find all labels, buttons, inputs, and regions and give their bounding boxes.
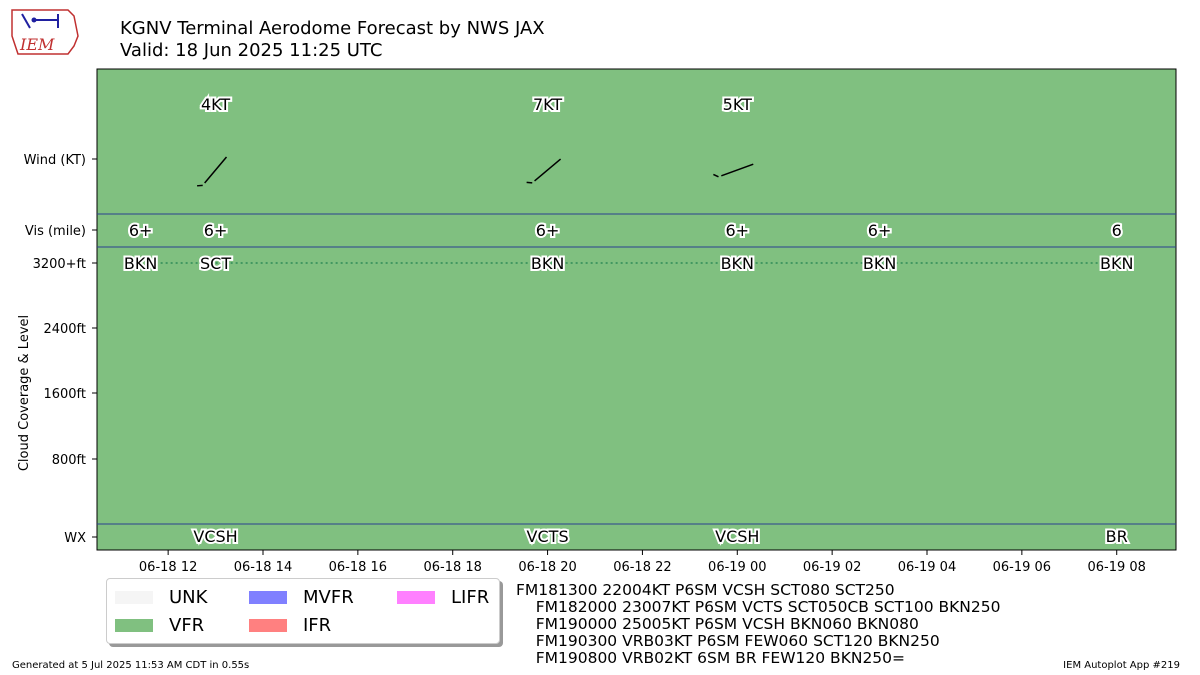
y-tick-label: 1600ft [43, 387, 86, 402]
plot-background [96, 68, 1177, 551]
taf-line: FM190000 25005KT P6SM VCSH BKN060 BKN080 [516, 615, 919, 633]
visibility-label: 6+ [536, 221, 560, 240]
legend-label: VFR [169, 615, 205, 636]
x-tick-label: 06-19 02 [803, 560, 861, 575]
legend-swatch [249, 591, 287, 604]
weather-label: VCTS [527, 527, 569, 546]
y-tick-label: 2400ft [43, 322, 86, 337]
x-tick-label: 06-18 18 [423, 560, 481, 575]
y-tick-label: Vis (mile) [25, 224, 86, 239]
legend-item-vfr: VFR [115, 615, 204, 636]
x-tick-label: 06-19 06 [993, 560, 1051, 575]
y-tick-label: Wind (KT) [24, 153, 86, 168]
x-tick-label: 06-19 08 [1087, 560, 1145, 575]
x-tick-label: 06-18 16 [329, 560, 387, 575]
taf-line: FM182000 23007KT P6SM VCTS SCT050CB SCT1… [516, 598, 1001, 616]
taf-line: FM190800 VRB02KT 6SM BR FEW120 BKN250= [516, 649, 906, 667]
visibility-label: 6+ [868, 221, 892, 240]
wind-speed-label: 7KT [533, 95, 562, 114]
legend-item-unk: UNK [115, 587, 207, 608]
legend-swatch [115, 591, 153, 604]
footer-generated: Generated at 5 Jul 2025 11:53 AM CDT in … [12, 660, 250, 671]
cloud-coverage-label: BKN [531, 254, 564, 273]
legend-item-lifr: LIFR [397, 587, 489, 608]
legend-swatch [249, 619, 287, 632]
wind-barb-shaft [721, 163, 754, 177]
wind-barb-shaft [204, 156, 228, 184]
wind-barb-flag [713, 173, 719, 178]
y-tick-label: 800ft [52, 453, 86, 468]
y-tick-label: WX [64, 531, 86, 546]
legend-label: MVFR [303, 587, 354, 608]
taf-line: FM190300 VRB03KT P6SM FEW060 SCT120 BKN2… [516, 632, 940, 650]
legend-item-mvfr: MVFR [249, 587, 354, 608]
legend-label: LIFR [451, 587, 490, 608]
wind-speed-label: 5KT [723, 95, 752, 114]
cloud-coverage-label: BKN [124, 254, 157, 273]
visibility-label: 6+ [204, 221, 228, 240]
taf-text: FM181300 22004KT P6SM VCSH SCT080 SCT250… [516, 582, 1000, 667]
taf-line: FM181300 22004KT P6SM VCSH SCT080 SCT250 [516, 581, 895, 599]
cloud-coverage-label: SCT [200, 254, 231, 273]
x-tick-label: 06-19 00 [708, 560, 766, 575]
weather-label: BR [1106, 527, 1128, 546]
x-tick-label: 06-18 14 [234, 560, 292, 575]
weather-label: VCSH [193, 527, 237, 546]
x-tick-label: 06-18 12 [139, 560, 197, 575]
taf-chart: Wind (KT) Vis (mile) 3200+ft 2400ft 1600ft 80… [17, 68, 1177, 575]
cloud-coverage-label: BKN [721, 254, 754, 273]
x-tick-label: 06-18 20 [518, 560, 576, 575]
weather-label: VCSH [715, 527, 759, 546]
x-tick-label: 06-18 22 [613, 560, 671, 575]
visibility-label: 6+ [129, 221, 153, 240]
cloud-coverage-label: BKN [1100, 254, 1133, 273]
wind-speed-label: 4KT [201, 95, 230, 114]
cloud-coverage-label: BKN [863, 254, 896, 273]
chart-subtitle: Valid: 18 Jun 2025 11:25 UTC [120, 40, 383, 61]
y-axis-label: Cloud Coverage & Level [17, 315, 32, 471]
legend: UNK VFR MVFR IFR LIFR [106, 578, 500, 644]
visibility-label: 6 [1112, 221, 1122, 240]
y-tick-label: 3200+ft [33, 257, 86, 272]
logo-text: IEM [19, 35, 55, 54]
legend-swatch [115, 619, 153, 632]
x-tick-label: 06-19 04 [898, 560, 956, 575]
legend-swatch [397, 591, 435, 604]
legend-item-ifr: IFR [249, 615, 331, 636]
legend-label: UNK [169, 587, 208, 608]
footer-app: IEM Autoplot App #219 [1063, 660, 1180, 671]
chart-title: KGNV Terminal Aerodome Forecast by NWS J… [120, 18, 545, 39]
visibility-label: 6+ [725, 221, 749, 240]
iem-logo: IEM [11, 9, 79, 55]
wind-barb-shaft [534, 158, 562, 182]
legend-label: IFR [303, 615, 332, 636]
